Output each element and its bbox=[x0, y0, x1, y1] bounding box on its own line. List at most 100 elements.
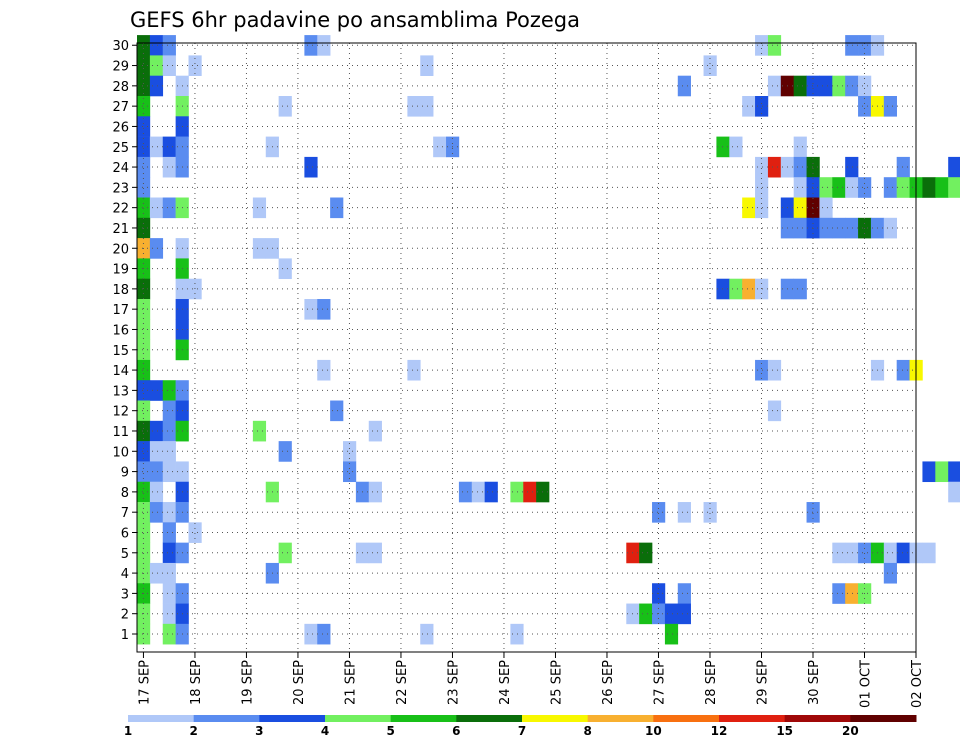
heatmap-cell bbox=[793, 217, 807, 239]
heatmap-cell bbox=[767, 400, 782, 422]
heatmap-cell bbox=[149, 380, 164, 401]
heatmap-cell bbox=[137, 461, 151, 483]
heatmap-cell bbox=[767, 35, 782, 56]
heatmap-cell bbox=[137, 522, 151, 543]
heatmap-cell bbox=[343, 461, 357, 483]
heatmap-cell bbox=[677, 583, 691, 604]
heatmap-cell bbox=[304, 35, 318, 56]
colorbar-label: 6 bbox=[452, 724, 460, 738]
heatmap-cell bbox=[149, 562, 164, 584]
x-tick-label: 28 SEP bbox=[704, 660, 719, 705]
heatmap-cell bbox=[330, 400, 344, 422]
heatmap-cell bbox=[137, 156, 151, 178]
y-tick-label: 8 bbox=[121, 486, 129, 501]
colorbar-label: 10 bbox=[645, 724, 662, 738]
heatmap-cell bbox=[278, 258, 292, 280]
y-tick-label: 18 bbox=[112, 283, 129, 298]
heatmap-cell bbox=[716, 136, 730, 158]
heatmap-cell bbox=[755, 177, 769, 198]
heatmap-cell bbox=[420, 623, 434, 645]
heatmap-cell bbox=[677, 75, 691, 97]
x-tick-label: 21 SEP bbox=[343, 660, 358, 705]
heatmap-cell bbox=[137, 380, 151, 401]
heatmap-cell bbox=[767, 156, 782, 178]
heatmap-cell bbox=[845, 75, 859, 97]
heatmap-cell bbox=[188, 522, 202, 543]
heatmap-cell bbox=[510, 623, 524, 645]
heatmap-cell bbox=[278, 542, 292, 564]
heatmap-cell bbox=[845, 583, 859, 604]
y-tick-label: 2 bbox=[121, 608, 129, 623]
heatmap-cell bbox=[510, 481, 524, 503]
heatmap-cell bbox=[883, 217, 897, 239]
heatmap-cell bbox=[137, 96, 151, 117]
y-tick-label: 6 bbox=[121, 526, 129, 541]
colorbar-label: 1 bbox=[124, 724, 132, 738]
heatmap-cell bbox=[922, 177, 936, 198]
colorbar-swatch bbox=[587, 715, 654, 722]
x-tick-label: 01 OCT bbox=[859, 660, 874, 708]
heatmap-cell bbox=[845, 217, 859, 239]
heatmap-cell bbox=[420, 96, 434, 117]
x-tick-label: 19 SEP bbox=[240, 660, 255, 705]
heatmap-cell bbox=[883, 177, 897, 198]
colorbar-swatch bbox=[456, 715, 523, 722]
colorbar-swatch bbox=[850, 715, 917, 722]
heatmap-cell bbox=[471, 481, 485, 503]
colorbar-swatch bbox=[784, 715, 851, 722]
heatmap-cell bbox=[137, 136, 151, 158]
y-tick-label: 7 bbox=[121, 506, 129, 521]
heatmap-cell bbox=[162, 562, 176, 584]
y-tick-label: 17 bbox=[112, 303, 129, 318]
y-tick-label: 5 bbox=[121, 547, 129, 562]
x-tick-label: 30 SEP bbox=[807, 660, 822, 705]
grid-lines bbox=[137, 43, 917, 652]
heatmap-cell bbox=[858, 35, 872, 56]
heatmap-cell bbox=[407, 96, 421, 117]
heatmap-cell bbox=[137, 319, 151, 340]
heatmap-cell bbox=[793, 278, 807, 300]
colorbar-swatch bbox=[522, 715, 589, 722]
heatmap-cell bbox=[188, 278, 202, 300]
y-tick-label: 10 bbox=[112, 445, 129, 460]
y-tick-label: 25 bbox=[112, 141, 129, 156]
y-tick-label: 24 bbox=[112, 161, 129, 176]
x-tick-label: 26 SEP bbox=[601, 660, 616, 705]
colorbar-swatch bbox=[325, 715, 392, 722]
heatmap-cell bbox=[922, 461, 936, 483]
heatmap-cell bbox=[137, 35, 151, 56]
x-tick-label: 18 SEP bbox=[189, 660, 204, 705]
heatmap-cell bbox=[793, 75, 807, 97]
heatmap-cell bbox=[137, 75, 151, 97]
heatmap-cell bbox=[729, 136, 743, 158]
heatmap-cell bbox=[793, 156, 807, 178]
heatmap-cell bbox=[304, 299, 318, 320]
heatmap-cell bbox=[137, 359, 151, 381]
y-tick-label: 28 bbox=[112, 80, 129, 95]
colorbar-label: 12 bbox=[711, 724, 728, 738]
x-tick-label: 27 SEP bbox=[652, 660, 667, 705]
heatmap-cell bbox=[149, 238, 164, 259]
y-axis: 1234567891011121314151617181920212223242… bbox=[112, 39, 137, 643]
heatmap-cell bbox=[755, 35, 769, 56]
heatmap-cell bbox=[137, 339, 151, 361]
y-tick-label: 13 bbox=[112, 384, 129, 399]
heatmap-cell bbox=[806, 177, 820, 198]
heatmap-cell bbox=[896, 542, 910, 564]
colorbar-label: 7 bbox=[518, 724, 526, 738]
heatmap-cell bbox=[137, 623, 151, 645]
y-tick-label: 19 bbox=[112, 263, 129, 278]
heatmap-cell bbox=[317, 623, 331, 645]
heatmap-cell bbox=[317, 359, 331, 381]
heatmap-cell bbox=[137, 299, 151, 320]
y-tick-label: 3 bbox=[121, 587, 129, 602]
colorbar-swatch bbox=[390, 715, 457, 722]
heatmap-cell bbox=[858, 542, 872, 564]
x-tick-label: 22 SEP bbox=[395, 660, 410, 705]
heatmap-cell bbox=[858, 96, 872, 117]
heatmap-cell bbox=[137, 502, 151, 523]
heatmap-cell bbox=[832, 217, 846, 239]
heatmap-cell bbox=[806, 502, 820, 523]
heatmap-cell bbox=[368, 481, 382, 503]
